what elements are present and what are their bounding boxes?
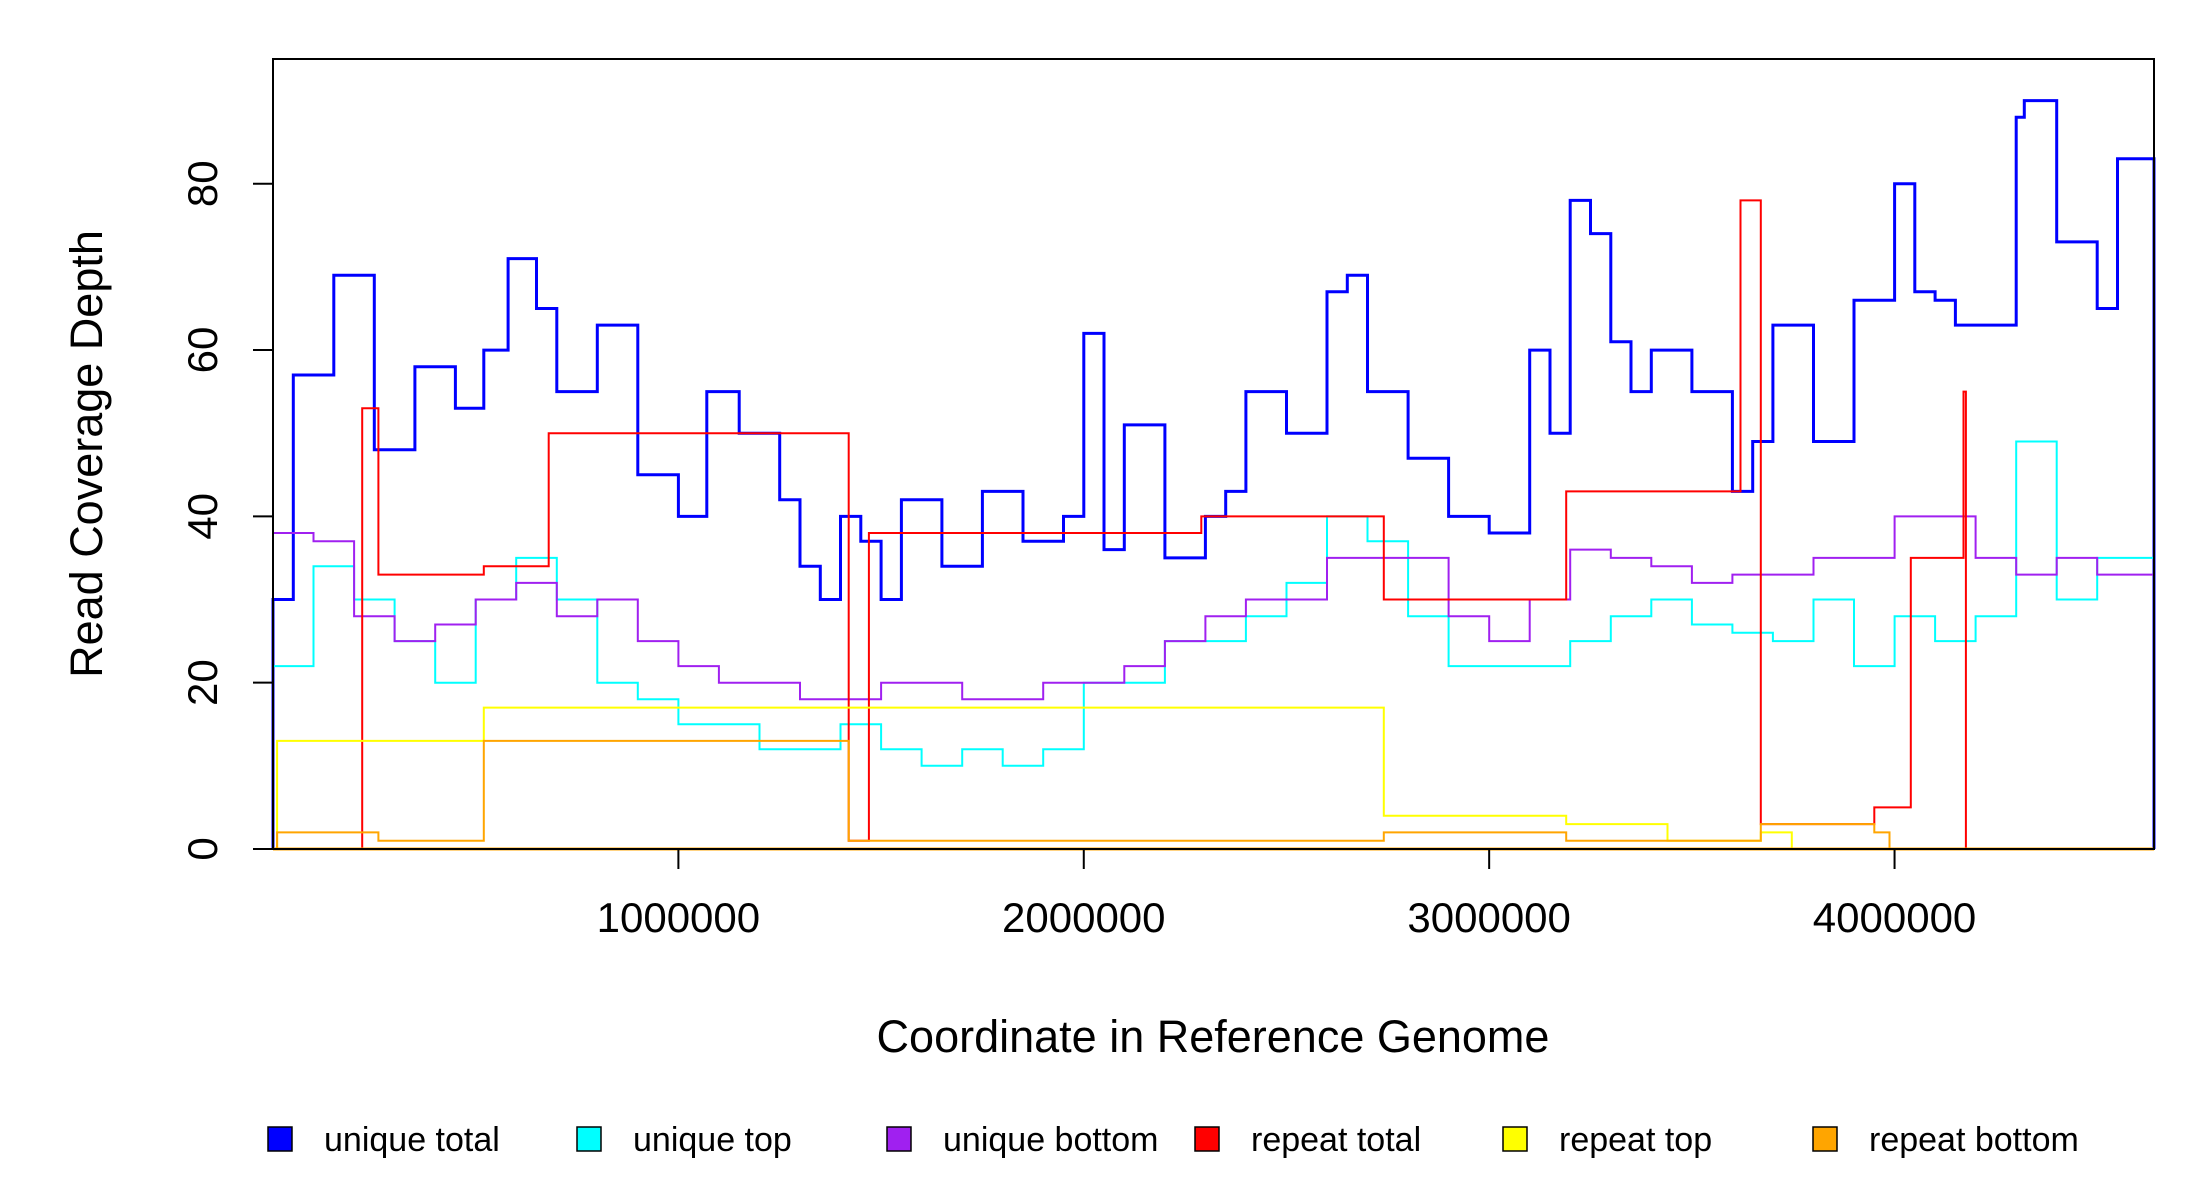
x-tick-label: 4000000: [1813, 894, 1977, 941]
series-line-repeat-total: [361, 199, 1967, 849]
series-line-repeat-bottom: [276, 739, 1891, 849]
legend-label-repeat-bottom: repeat bottom: [1869, 1121, 2079, 1159]
series-line-unique-bottom: [272, 515, 2155, 849]
y-tick-label: 60: [179, 327, 226, 374]
y-tick-label: 80: [179, 160, 226, 207]
x-tick-label: 2000000: [1002, 894, 1166, 941]
y-axis: 0 20 40 60 80: [179, 160, 274, 861]
plot-frame: [272, 58, 2155, 850]
y-tick-label: 40: [179, 493, 226, 540]
x-tick-label: 1000000: [597, 894, 761, 941]
series-line-repeat-top: [276, 706, 1793, 849]
legend-label-repeat-total: repeat total: [1251, 1121, 1421, 1159]
legend-swatch-repeat-bottom: [1812, 1126, 1838, 1152]
x-axis-title: Coordinate in Reference Genome: [877, 1011, 1550, 1062]
x-axis: 1000000 2000000 3000000 4000000: [597, 849, 1977, 941]
y-tick-label: 20: [179, 659, 226, 706]
legend: unique total unique top unique bottom repea…: [267, 1121, 2079, 1159]
legend-swatch-unique-top: [576, 1126, 602, 1152]
legend-swatch-repeat-top: [1502, 1126, 1528, 1152]
series-layer: [271, 99, 2156, 849]
legend-label-unique-bottom: unique bottom: [943, 1121, 1159, 1159]
legend-swatch-unique-total: [267, 1126, 293, 1152]
x-tick-label: 3000000: [1407, 894, 1571, 941]
legend-label-unique-top: unique top: [633, 1121, 792, 1159]
legend-swatch-repeat-total: [1194, 1126, 1220, 1152]
y-axis-title: Read Coverage Depth: [61, 230, 112, 678]
legend-label-repeat-top: repeat top: [1559, 1121, 1712, 1159]
series-line-unique-top: [272, 440, 2155, 849]
legend-swatch-unique-bottom: [886, 1126, 912, 1152]
series-line-unique-total: [271, 99, 2156, 849]
legend-label-unique-total: unique total: [324, 1121, 500, 1159]
y-tick-label: 0: [179, 837, 226, 860]
